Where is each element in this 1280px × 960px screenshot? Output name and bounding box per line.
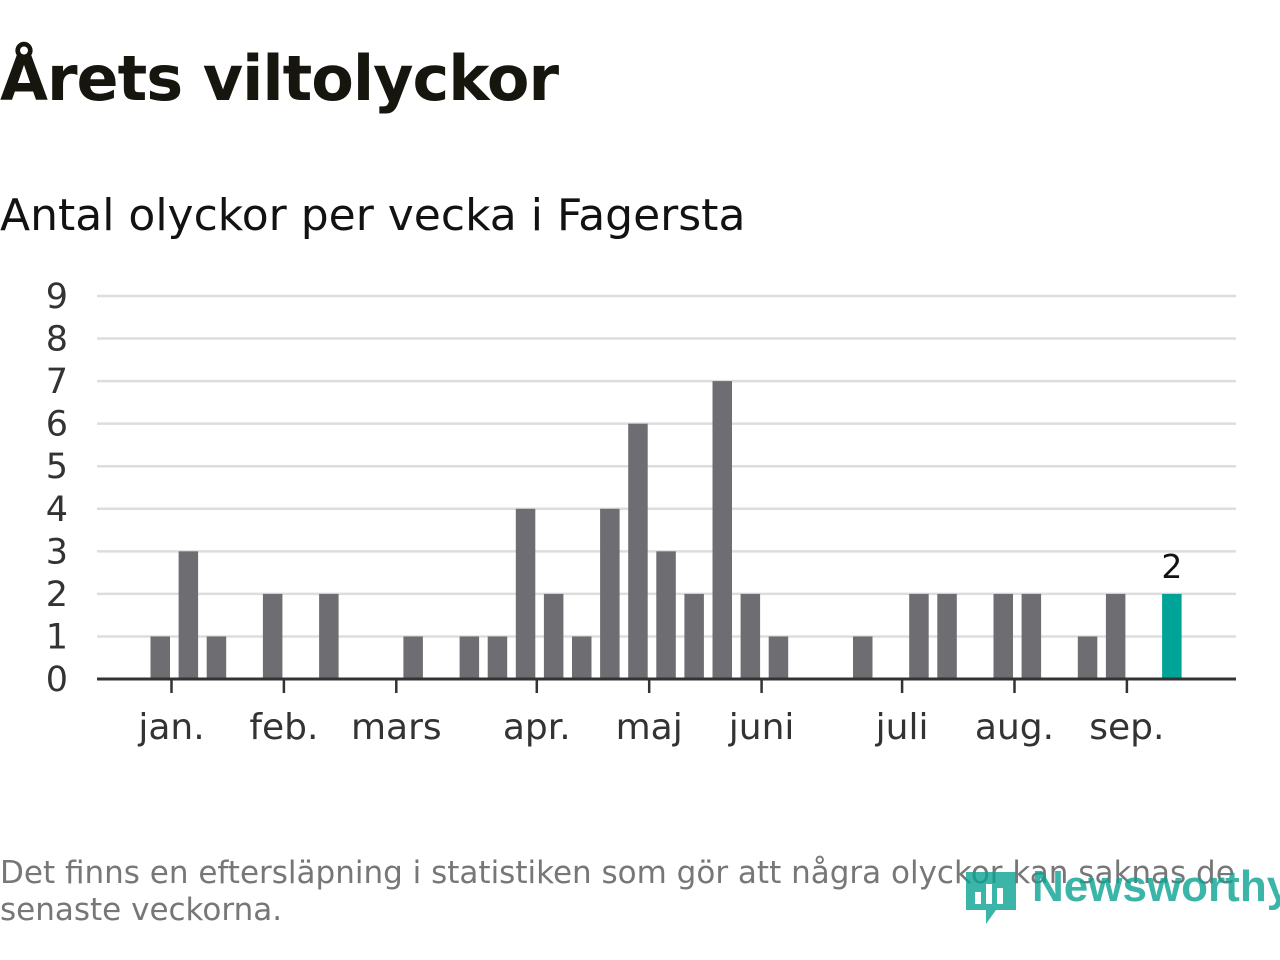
bar xyxy=(178,551,199,679)
data-labels: 2 xyxy=(1161,547,1182,586)
bar xyxy=(656,551,676,679)
y-tick-label: 3 xyxy=(46,532,68,572)
footnote: Det finns en eftersläpning i statistiken… xyxy=(0,855,1235,928)
newsworthy-logo: Newsworthy xyxy=(962,862,1280,932)
bar xyxy=(572,636,592,679)
x-tick-label: apr. xyxy=(503,707,571,748)
data-label: 2 xyxy=(1161,547,1182,586)
x-tick-label: feb. xyxy=(249,707,318,748)
y-tick-label: 7 xyxy=(46,362,68,402)
bar xyxy=(684,593,704,679)
bar xyxy=(740,593,761,679)
bar xyxy=(628,423,648,679)
bar xyxy=(853,636,873,679)
bar xyxy=(206,636,227,679)
chart-title: Årets viltolyckor xyxy=(0,42,559,115)
x-tick-label: maj xyxy=(616,707,683,748)
bar xyxy=(515,508,536,679)
gridlines xyxy=(97,294,1236,638)
bar xyxy=(600,508,620,679)
y-tick-label: 9 xyxy=(46,277,68,317)
bar xyxy=(459,636,480,679)
x-tick-label: sep. xyxy=(1089,707,1164,748)
x-tick-label: aug. xyxy=(975,707,1054,748)
chart-subtitle: Antal olyckor per vecka i Fagersta xyxy=(0,190,746,241)
y-tick-label: 8 xyxy=(46,320,68,360)
bar xyxy=(262,593,283,679)
bar xyxy=(1105,593,1126,679)
bar xyxy=(403,636,423,679)
y-tick-label: 1 xyxy=(46,617,68,657)
bar xyxy=(1077,636,1098,679)
bar xyxy=(487,636,508,679)
bar xyxy=(712,381,732,679)
y-tick-label: 6 xyxy=(46,405,68,445)
y-tick-label: 5 xyxy=(46,447,68,487)
bar xyxy=(150,636,170,679)
y-tick-label: 0 xyxy=(46,660,68,700)
y-tick-label: 2 xyxy=(46,575,68,615)
newsworthy-logo-text: Newsworthy xyxy=(1032,862,1280,911)
bars xyxy=(150,381,1182,679)
newsworthy-logo-icon xyxy=(966,872,1016,924)
bar xyxy=(768,636,789,679)
bar xyxy=(937,593,957,679)
highlighted-bar xyxy=(1162,593,1182,679)
x-tick-label: juni xyxy=(728,707,795,748)
bar xyxy=(319,593,339,679)
x-tick-label: juli xyxy=(875,707,929,748)
bar xyxy=(543,593,564,679)
bar xyxy=(909,593,929,679)
x-axis: jan. feb. mars apr. maj juni juli aug. sep. xyxy=(97,677,1236,748)
x-tick-label: jan. xyxy=(137,707,204,748)
bar xyxy=(993,593,1013,679)
bar xyxy=(1021,593,1042,679)
x-tick-label: mars xyxy=(351,707,442,748)
y-tick-label: 4 xyxy=(46,490,68,530)
